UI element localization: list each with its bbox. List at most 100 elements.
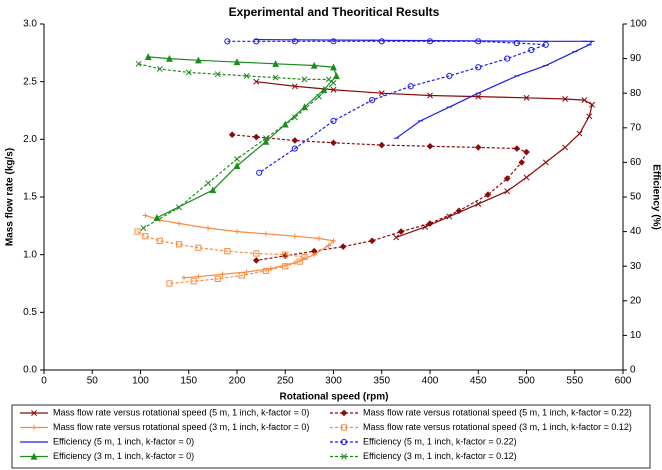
marker xyxy=(233,58,241,66)
marker xyxy=(330,238,337,244)
marker xyxy=(378,38,385,45)
marker xyxy=(484,191,492,199)
marker xyxy=(378,90,385,97)
marker xyxy=(144,53,152,60)
y2-tick-label: 60 xyxy=(630,157,642,168)
marker xyxy=(166,280,173,287)
legend-label: Efficiency (3 m, 1 inch, k-factor = 0) xyxy=(53,451,194,461)
y-tick-label: 1.5 xyxy=(23,192,37,203)
marker xyxy=(228,131,236,139)
marker xyxy=(262,137,270,145)
marker xyxy=(542,41,549,48)
y2-tick-label: 80 xyxy=(630,88,642,99)
series-line xyxy=(227,40,547,174)
marker xyxy=(523,148,530,156)
marker xyxy=(562,96,569,102)
marker xyxy=(256,169,263,176)
marker xyxy=(272,74,279,81)
y2-tick-label: 10 xyxy=(630,330,642,341)
marker xyxy=(316,235,322,242)
marker xyxy=(31,424,37,431)
marker xyxy=(142,212,148,219)
marker xyxy=(330,38,337,45)
y2-tick-label: 100 xyxy=(630,19,647,30)
series-line xyxy=(148,56,338,219)
y2-tick-label: 20 xyxy=(630,295,642,306)
legend-label: Efficiency (5 m, 1 inch, k-factor = 0.22… xyxy=(363,436,517,446)
marker xyxy=(205,180,212,187)
marker xyxy=(330,79,337,86)
marker xyxy=(340,409,348,417)
marker xyxy=(252,257,260,264)
x-tick-label: 600 xyxy=(615,376,632,387)
marker xyxy=(503,175,511,182)
marker xyxy=(292,233,298,239)
marker xyxy=(135,60,142,67)
marker xyxy=(475,93,482,100)
y-tick-label: 0.0 xyxy=(23,365,37,376)
marker xyxy=(301,253,308,261)
legend-label: Efficiency (5 m, 1 inch, k-factor = 0) xyxy=(53,436,194,446)
y2-tick-label: 40 xyxy=(630,226,642,237)
y-tick-label: 0.5 xyxy=(23,307,37,318)
marker xyxy=(142,233,149,240)
legend-label: Efficiency (3 m, 1 inch, k-factor = 0.12… xyxy=(363,451,517,461)
marker xyxy=(475,64,482,71)
marker xyxy=(378,141,386,149)
x-tick-label: 50 xyxy=(87,376,99,387)
marker xyxy=(474,144,482,151)
marker xyxy=(282,263,289,270)
marker xyxy=(291,83,298,90)
legend-label: Mass flow rate versus rotational speed (… xyxy=(363,407,632,417)
marker xyxy=(340,438,348,446)
x-tick-label: 550 xyxy=(566,376,583,387)
marker xyxy=(330,117,337,124)
marker xyxy=(475,200,482,207)
marker xyxy=(397,228,405,235)
marker xyxy=(504,188,511,195)
marker xyxy=(393,234,400,241)
marker xyxy=(330,86,337,93)
marker xyxy=(513,39,520,47)
marker xyxy=(446,72,453,80)
y2-tick-label: 30 xyxy=(630,261,642,272)
marker xyxy=(291,145,298,152)
y2-tick-label: 0 xyxy=(630,365,636,376)
marker xyxy=(253,78,260,85)
marker xyxy=(224,38,231,45)
y-tick-label: 2.0 xyxy=(23,134,37,145)
marker xyxy=(455,207,463,215)
series-line xyxy=(256,38,594,139)
marker xyxy=(262,267,270,274)
marker xyxy=(586,113,593,120)
y-tick-label: 1.0 xyxy=(23,249,37,260)
series-line xyxy=(232,134,528,262)
marker xyxy=(31,410,37,416)
x-tick-label: 0 xyxy=(41,376,47,387)
y2-tick-label: 90 xyxy=(630,53,642,64)
y2-tick-label: 70 xyxy=(630,122,642,133)
marker xyxy=(291,38,298,45)
marker xyxy=(542,159,549,166)
y-tick-label: 2.5 xyxy=(23,76,37,87)
marker xyxy=(311,252,317,258)
marker xyxy=(224,248,231,255)
marker xyxy=(528,46,535,54)
marker xyxy=(244,269,250,275)
legend-label: Mass flow rate versus rotational speed (… xyxy=(53,407,309,417)
marker xyxy=(316,93,322,100)
marker xyxy=(426,142,434,150)
chart-title: Experimental and Theoritical Results xyxy=(229,5,440,19)
marker xyxy=(263,231,269,237)
marker xyxy=(181,275,187,281)
marker xyxy=(253,38,260,45)
x-tick-label: 200 xyxy=(229,376,246,387)
marker xyxy=(252,133,260,141)
marker xyxy=(576,130,583,137)
marker xyxy=(166,54,173,62)
x-tick-label: 500 xyxy=(518,376,535,387)
legend-box xyxy=(11,404,651,469)
series-line xyxy=(145,214,335,279)
marker xyxy=(194,56,202,64)
